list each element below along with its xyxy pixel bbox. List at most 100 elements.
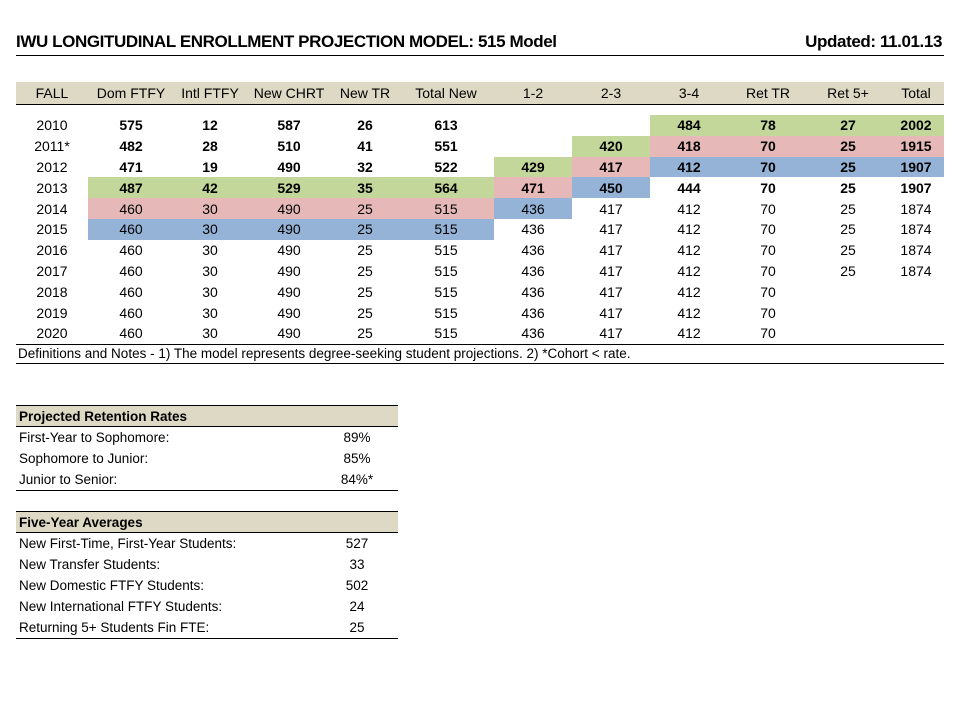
- averages-value: 25: [316, 617, 399, 639]
- cell-fall: 2013: [36, 179, 68, 196]
- cell-new-tr: 25: [332, 198, 398, 219]
- cell-dom-ftfy: 460: [119, 304, 143, 321]
- cell-3-4: 412: [677, 262, 701, 279]
- table-body: 2010 575 12 587 26 613 484 78 27 2002 2011* 482 28 51…: [16, 105, 944, 364]
- title-bar: IWU LONGITUDINAL ENROLLMENT PROJECTION M…: [16, 28, 944, 58]
- cell-fall: 2017: [36, 262, 68, 279]
- cell-ret-5plus: 25: [808, 156, 888, 178]
- cell-dom-ftfy: 460: [119, 325, 143, 342]
- cell-intl-ftfy: 30: [174, 218, 246, 240]
- col-header-fall: FALL: [16, 82, 88, 105]
- cell-fall: 2016: [36, 242, 68, 259]
- five-year-averages-table: Five-Year Averages New First-Time, First…: [16, 511, 399, 639]
- cell-total-new: 564: [398, 177, 494, 199]
- cell-1-2: 436: [521, 304, 545, 321]
- cell-ret-5plus: [808, 302, 888, 323]
- cell-2-3: 417: [599, 304, 623, 321]
- cell-fall: 2014: [36, 200, 68, 217]
- cell-intl-ftfy: 30: [202, 242, 218, 259]
- cell-2-3: 417: [572, 156, 650, 178]
- retention-label: Sophomore to Junior:: [19, 451, 149, 466]
- cell-ret-tr: 70: [760, 325, 776, 342]
- cell-3-4: 418: [650, 135, 728, 157]
- footnote: Definitions and Notes - 1) The model rep…: [16, 343, 944, 364]
- cell-dom-ftfy: 482: [119, 138, 143, 155]
- cell-intl-ftfy: 30: [174, 198, 246, 219]
- cell-3-4: 412: [677, 200, 701, 217]
- cell-2-3: 417: [599, 283, 623, 300]
- col-header-total-new: Total New: [398, 82, 494, 105]
- col-header-3-4: 3-4: [650, 82, 728, 105]
- cell-3-4: 412: [677, 242, 701, 259]
- cell-total-new: 515: [434, 262, 458, 279]
- averages-label: New International FTFY Students:: [19, 599, 223, 614]
- cell-intl-ftfy: 30: [202, 304, 218, 321]
- col-header-dom-ftfy: Dom FTFY: [88, 82, 174, 105]
- averages-value: 527: [345, 536, 369, 551]
- cell-new-chrt: 490: [277, 304, 301, 321]
- retention-row: Junior to Senior: 84%*: [16, 469, 399, 491]
- cell-new-chrt: 490: [277, 158, 301, 175]
- cell-ret-5plus: 25: [840, 262, 856, 279]
- cell-dom-ftfy: 575: [119, 117, 143, 134]
- cell-3-4: 412: [677, 325, 701, 342]
- cell-1-2: 436: [521, 221, 545, 238]
- cell-total-new: 515: [398, 218, 494, 240]
- cell-total: 2002: [888, 115, 944, 136]
- table-row: 2010 575 12 587 26 613 484 78 27 2002: [16, 115, 944, 136]
- cell-1-2: [494, 136, 572, 157]
- col-header-new-tr: New TR: [332, 82, 398, 105]
- cell-1-2: [494, 115, 572, 136]
- cell-total-new: 613: [434, 117, 458, 134]
- table-row: 2020 460 30 490 25 515 436 417 412 70: [16, 323, 944, 344]
- cell-intl-ftfy: 42: [174, 177, 246, 199]
- cell-intl-ftfy: 28: [202, 138, 218, 155]
- cell-2-3: 417: [599, 242, 623, 259]
- cell-total-new: 515: [398, 198, 494, 219]
- cell-total-new: 522: [434, 158, 458, 175]
- cell-ret-5plus: 25: [840, 242, 856, 259]
- col-header-2-3: 2-3: [572, 82, 650, 105]
- cell-intl-ftfy: 19: [202, 158, 218, 175]
- cell-dom-ftfy: 471: [119, 158, 143, 175]
- col-header-total: Total: [888, 82, 944, 105]
- averages-label: New Domestic FTFY Students:: [19, 578, 205, 593]
- col-header-intl-ftfy: Intl FTFY: [174, 82, 246, 105]
- cell-2-3: 420: [572, 135, 650, 157]
- cell-new-chrt: 490: [277, 283, 301, 300]
- averages-title: Five-Year Averages: [16, 511, 399, 533]
- retention-label: First-Year to Sophomore:: [19, 430, 170, 445]
- cell-new-tr: 25: [357, 262, 373, 279]
- cell-dom-ftfy: 460: [119, 283, 143, 300]
- retention-row: First-Year to Sophomore: 89%: [16, 427, 398, 449]
- cell-new-chrt: 490: [277, 325, 301, 342]
- cell-ret-tr: 70: [760, 179, 776, 196]
- cell-ret-5plus: [808, 281, 888, 302]
- averages-row: New Transfer Students: 33: [16, 554, 398, 575]
- col-header-ret-tr: Ret TR: [728, 82, 808, 105]
- enrollment-table: FALL Dom FTFY Intl FTFY New CHRT New TR …: [16, 82, 944, 364]
- footnote-row: Definitions and Notes - 1) The model rep…: [16, 343, 944, 364]
- cell-3-4: 484: [650, 115, 728, 136]
- table-row: 2012 471 19 490 32 522 429 417 412 70 25 1907: [16, 156, 944, 178]
- cell-1-2: 436: [494, 198, 572, 219]
- retention-value: 84%*: [316, 469, 399, 491]
- cell-fall: 2020: [36, 325, 68, 342]
- cell-new-chrt: 490: [246, 218, 332, 240]
- cell-ret-tr: 70: [760, 262, 776, 279]
- table-row: 2016 460 30 490 25 515 436 417 412 70 25 1874: [16, 240, 944, 261]
- cell-total: 1874: [900, 221, 932, 238]
- table-row: 2015 460 30 490 25 515 436 417 412 70 25 1874: [16, 218, 944, 240]
- cell-fall: 2010: [36, 117, 68, 134]
- cell-new-tr: 41: [357, 138, 373, 155]
- retention-rates-table: Projected Retention Rates First-Year to …: [16, 405, 399, 491]
- cell-total: 1874: [900, 200, 932, 217]
- cell-1-2: 436: [521, 262, 545, 279]
- cell-fall: 2018: [36, 283, 68, 300]
- cell-fall: 2012: [36, 158, 68, 175]
- cell-new-tr: 25: [357, 304, 373, 321]
- cell-new-tr: 32: [357, 158, 373, 175]
- averages-label: Returning 5+ Students Fin FTE:: [16, 617, 316, 639]
- retention-title: Projected Retention Rates: [16, 405, 399, 427]
- cell-2-3: 450: [572, 177, 650, 199]
